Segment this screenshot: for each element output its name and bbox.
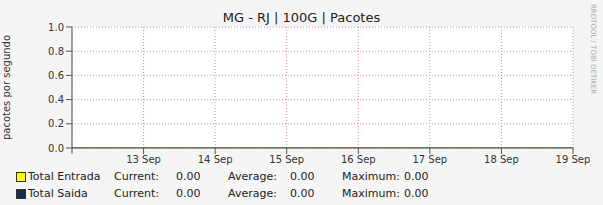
svg-text:1.0: 1.0 [48,22,64,33]
html-text:Maximum: 0.00: Maximum: 0.00 [342,170,429,183]
html-text:MG - RJ | 100G | Pacotes: MG - RJ | 100G | Pacotes [222,10,381,25]
html-text:RRDTOOL / TOBI OETIKER: RRDTOOL / TOBI OETIKER [589,4,597,95]
html-text:0.00: 0.00 [176,187,201,200]
svg-text:13 Sep: 13 Sep [126,154,161,165]
html-text:Average:: Average: [228,187,277,200]
html-text:Total Entrada: Total Entrada [28,170,101,183]
svg-text:0.4: 0.4 [48,94,64,105]
html-text:Average:: Average: [228,170,277,183]
svg-text:0.2: 0.2 [48,118,64,129]
svg-text:17 Sep: 17 Sep [412,154,447,165]
html-text:Maximum: 0.00: Maximum: 0.00 [342,187,429,200]
html-text:Current:: Current: [114,170,159,183]
svg-text:0.6: 0.6 [48,70,64,81]
svg-text:0.8: 0.8 [48,46,64,57]
html-text:0.00: 0.00 [176,170,201,183]
html-text:Current:: Current: [114,187,159,200]
svg-text:14 Sep: 14 Sep [198,154,233,165]
svg-text:16 Sep: 16 Sep [341,154,376,165]
html-text:Total Saida: Total Saida [28,187,88,200]
svg-text:18 Sep: 18 Sep [484,154,519,165]
svg-text:15 Sep: 15 Sep [269,154,304,165]
html-text:0.00: 0.00 [290,170,315,183]
svg-text:19 Sep: 19 Sep [556,154,591,165]
html-text:0.00: 0.00 [290,187,315,200]
svg-text:0.0: 0.0 [48,143,64,154]
svg-text:pacotes por segundo: pacotes por segundo [8,35,12,140]
